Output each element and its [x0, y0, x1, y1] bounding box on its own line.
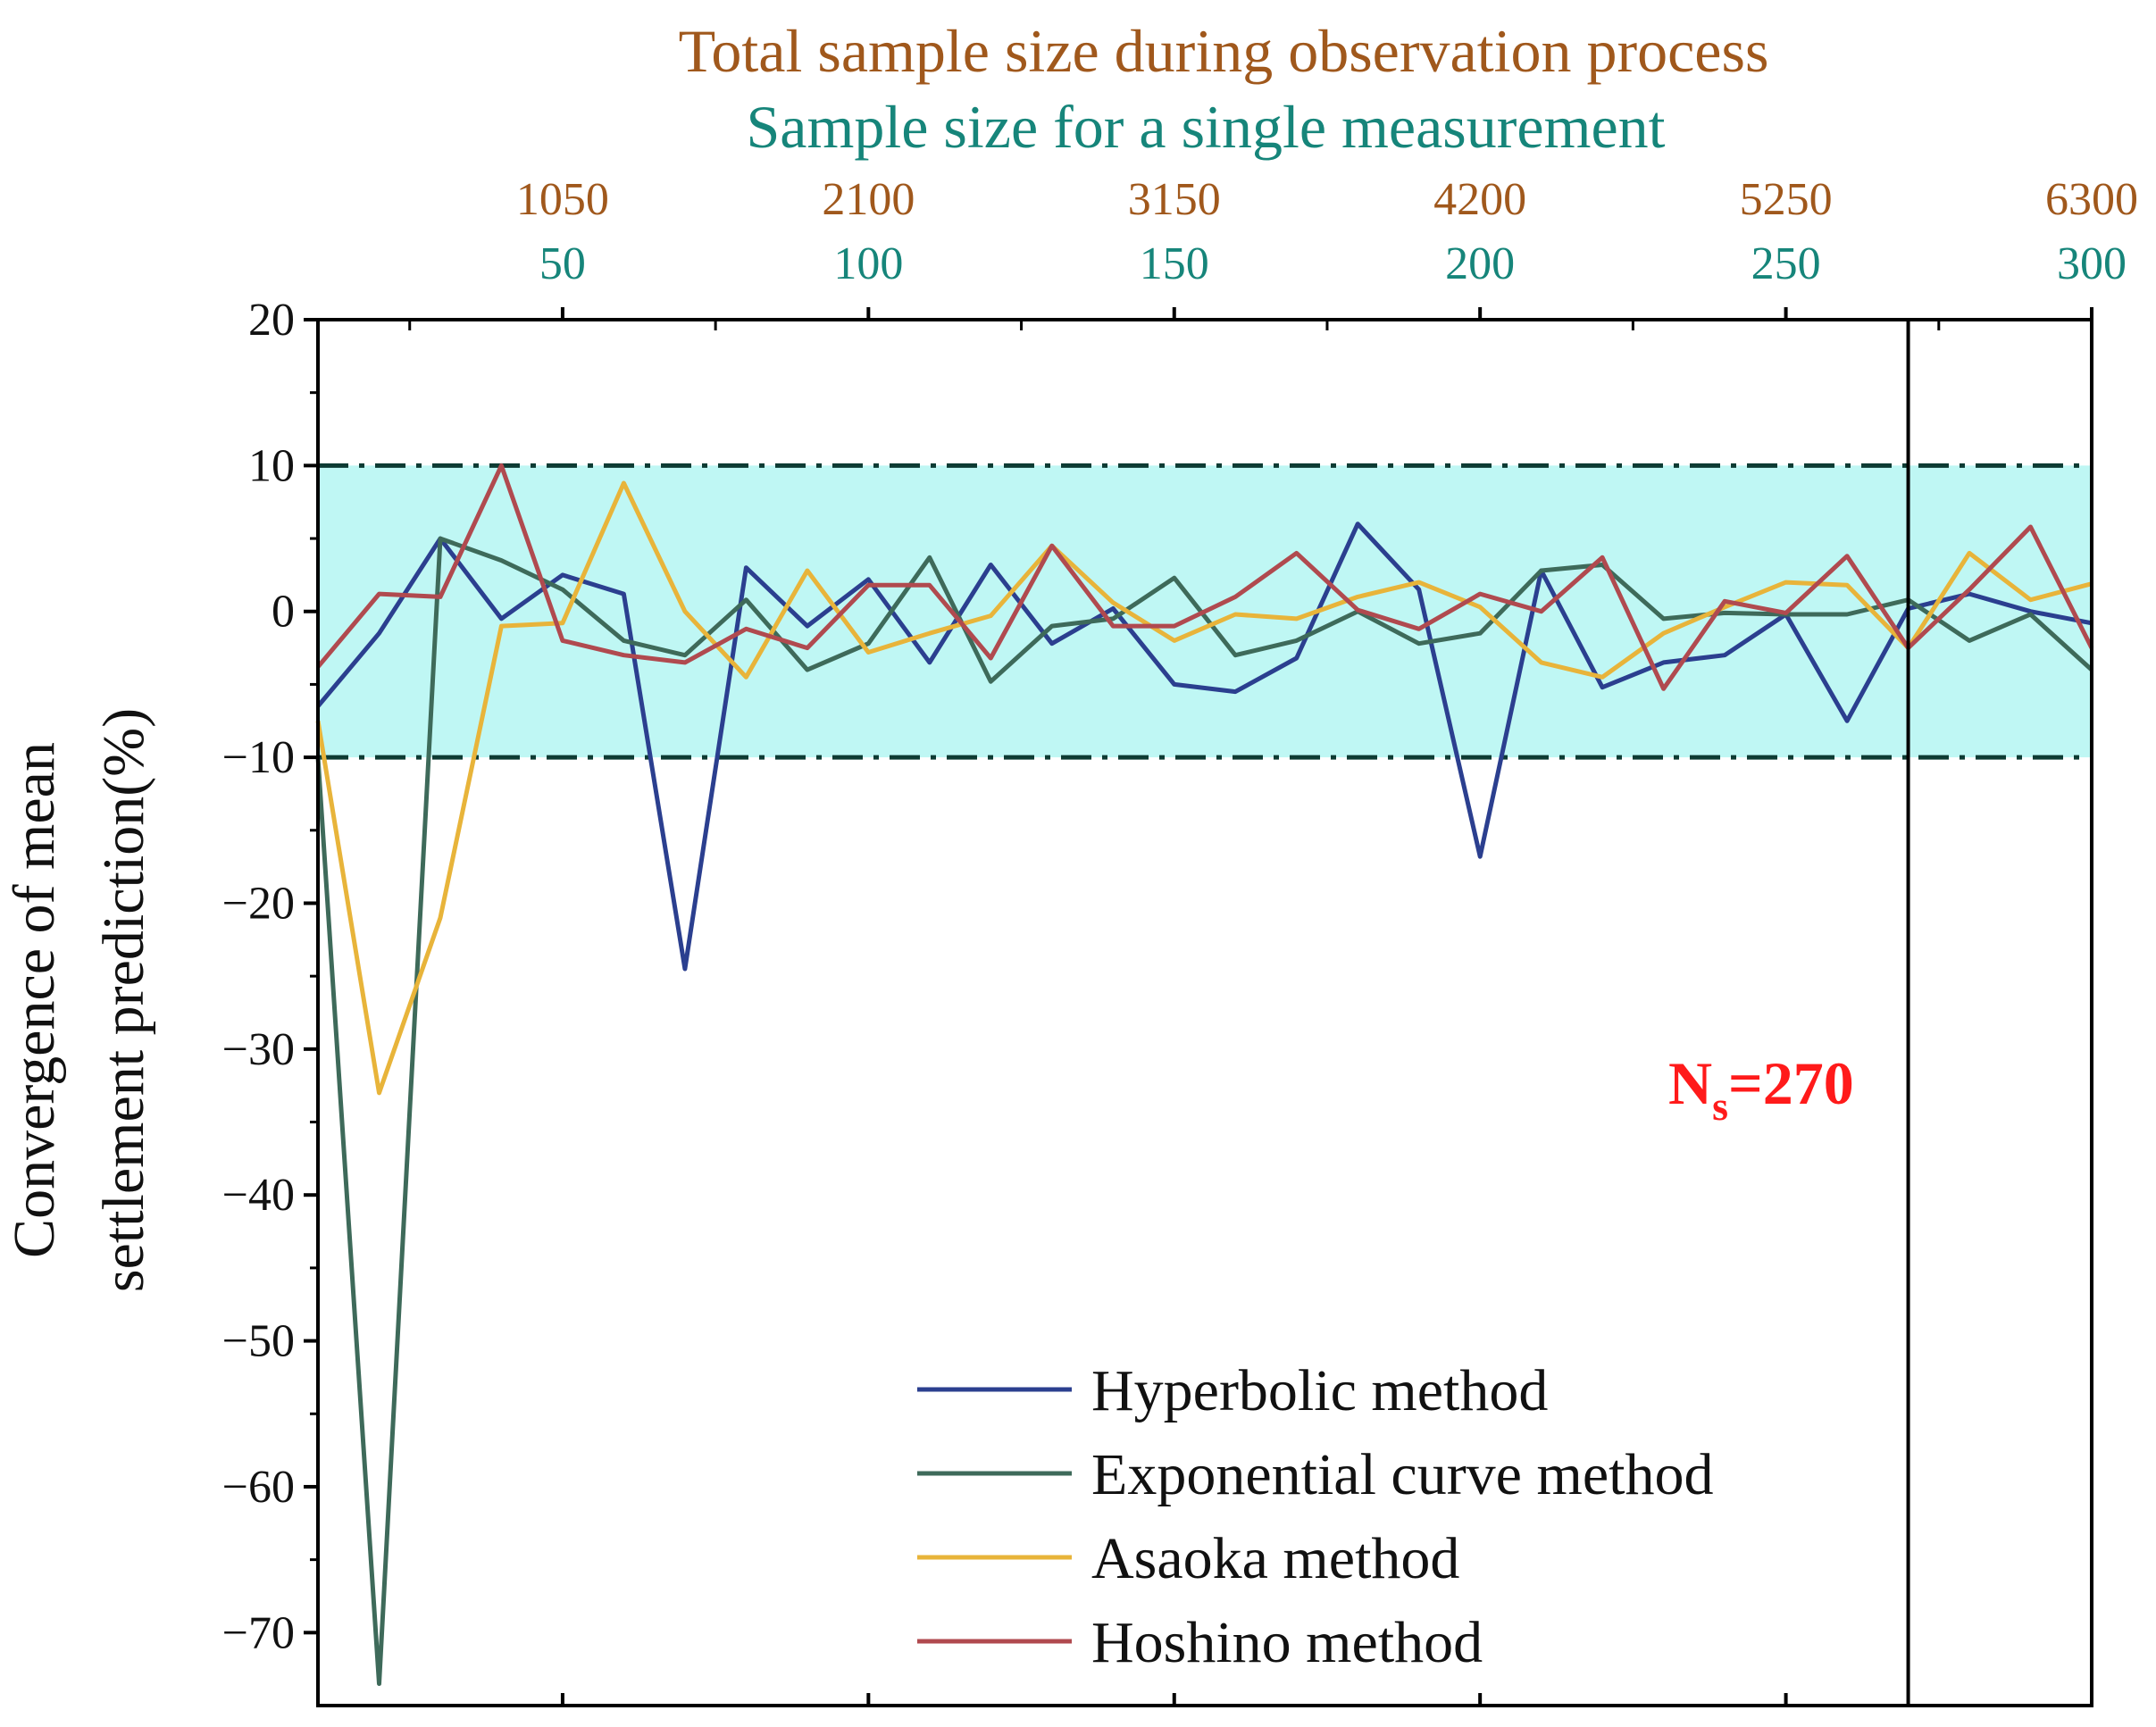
top-tick-label-total: 5250 — [1740, 174, 1833, 225]
top-tick-label-single: 300 — [2057, 238, 2127, 289]
y-axis-label-line2: settlement prediction(%) — [91, 708, 156, 1292]
series-line-2 — [315, 480, 2093, 1096]
y-axis: 20 10 0 −10 −20 −30 −40 −50 −60 −70 — [222, 295, 320, 1706]
title-single: Sample size for a single measurement — [746, 93, 1665, 161]
title-total: Total sample size during observation pro… — [679, 17, 1769, 85]
ns-annotation-main: N — [1668, 1049, 1712, 1117]
legend-label-2: Asaoka method — [1091, 1526, 1459, 1591]
top-x-axis: 1050 50 2100 100 3150 150 4200 200 5250 250 6300 30… — [408, 174, 2138, 330]
y-tick-label: −20 — [222, 878, 295, 929]
y-tick-label: −60 — [222, 1462, 295, 1513]
y-tick-label: −30 — [222, 1024, 295, 1075]
series-line-1 — [315, 536, 2093, 1686]
series-group — [315, 463, 2094, 1686]
top-tick-label-total: 2100 — [822, 174, 915, 225]
ns-annotation-rest: =270 — [1728, 1049, 1854, 1117]
ns-annotation: Ns=270 — [1668, 1049, 1854, 1129]
legend-label-0: Hyperbolic method — [1091, 1358, 1548, 1423]
legend: Hyperbolic method Exponential curve metho… — [917, 1358, 1713, 1675]
top-tick-label-total: 1050 — [516, 174, 609, 225]
top-tick-label-total: 4200 — [1433, 174, 1526, 225]
top-tick-label-total: 3150 — [1128, 174, 1221, 225]
y-tick-label: 0 — [272, 587, 295, 638]
series-line-0 — [316, 521, 2093, 972]
y-tick-label: −50 — [222, 1316, 295, 1367]
series-line-3 — [316, 463, 2094, 691]
y-axis-label-line1: Convergence of mean — [2, 742, 67, 1258]
top-tick-label-single: 100 — [833, 238, 903, 289]
top-tick-label-single: 200 — [1445, 238, 1515, 289]
top-tick-label-single: 150 — [1140, 238, 1209, 289]
y-tick-label: −40 — [222, 1170, 295, 1221]
y-tick-label: −70 — [222, 1607, 295, 1658]
bottom-x-axis — [560, 1693, 2093, 1706]
top-tick-label-total: 6300 — [2045, 174, 2138, 225]
y-tick-label: −10 — [222, 732, 295, 783]
ns-annotation-sub: s — [1712, 1083, 1728, 1129]
top-tick-label-single: 50 — [539, 238, 586, 289]
legend-label-3: Hoshino method — [1091, 1610, 1483, 1675]
y-tick-label: 20 — [248, 295, 295, 346]
y-tick-label: 10 — [248, 440, 295, 491]
top-tick-label-single: 250 — [1751, 238, 1821, 289]
legend-label-1: Exponential curve method — [1091, 1442, 1713, 1507]
